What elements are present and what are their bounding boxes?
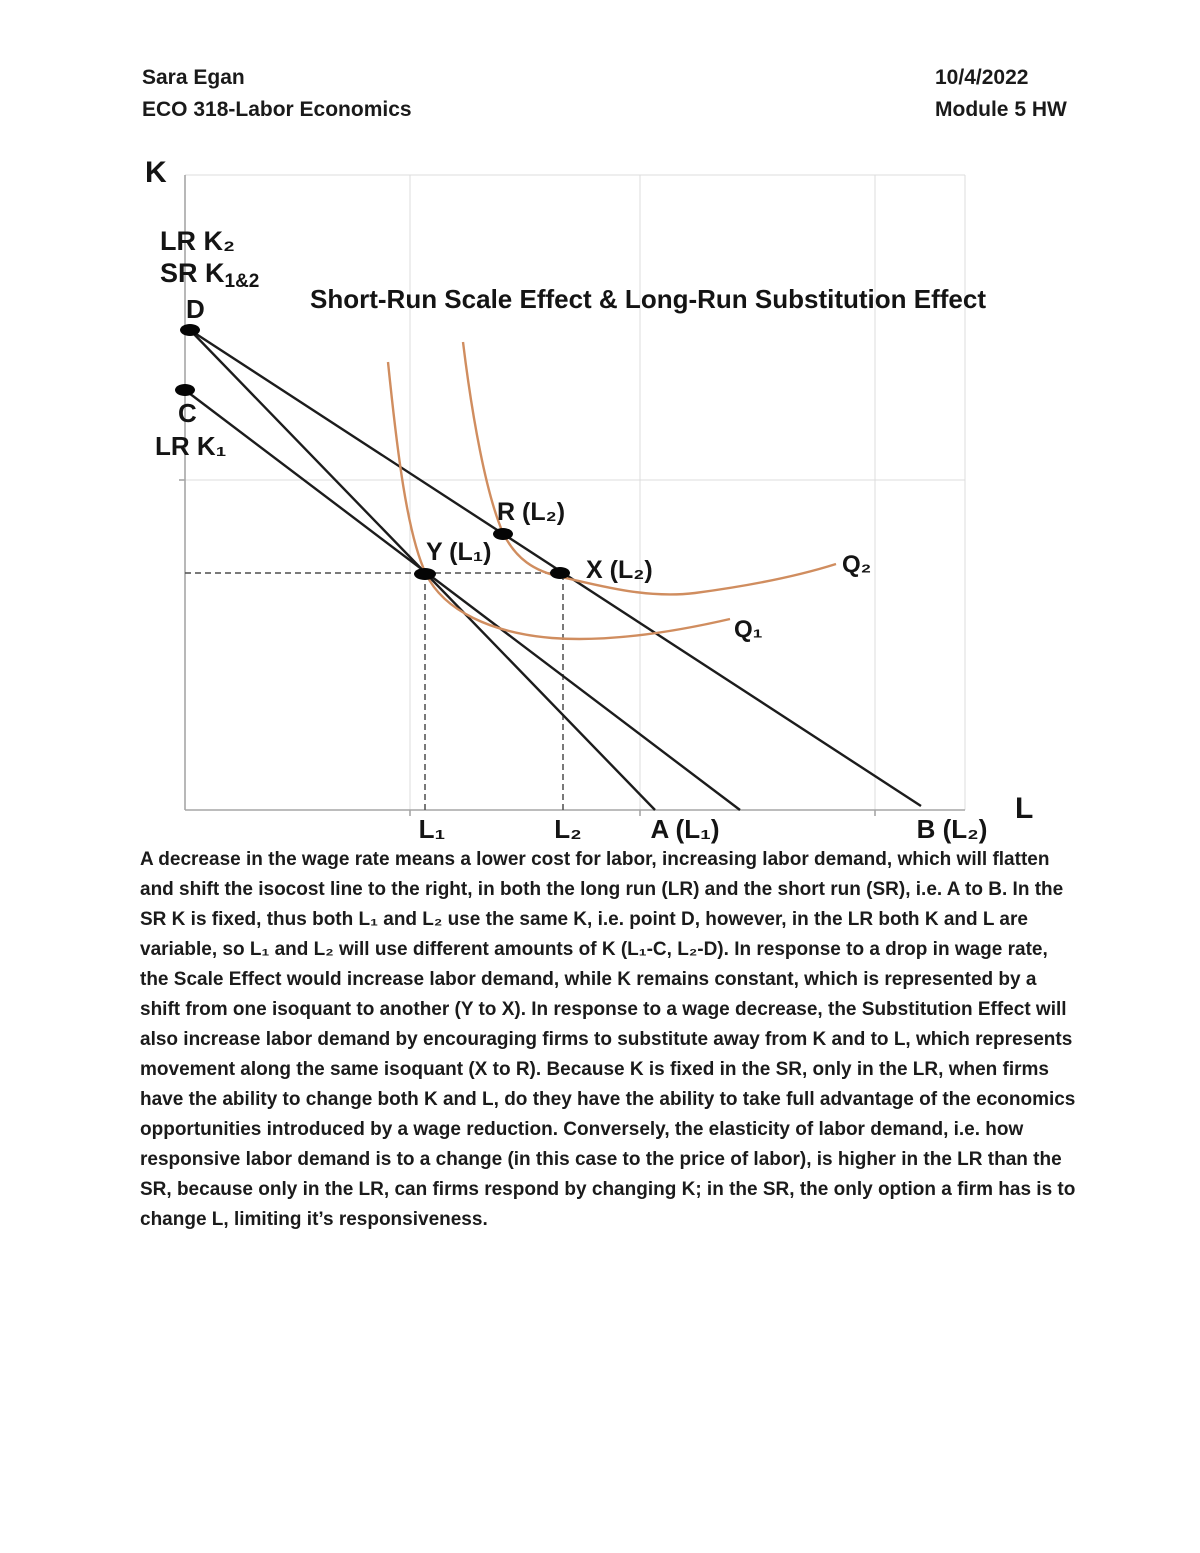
label-sr-k12: SR K1&2 xyxy=(160,258,259,292)
course-name: ECO 318-Labor Economics xyxy=(142,98,412,121)
chart-title: Short-Run Scale Effect & Long-Run Substi… xyxy=(310,284,986,314)
point-r xyxy=(493,528,513,540)
assignment-name: Module 5 HW xyxy=(935,98,1067,121)
diagram-svg: K L LR K₂ SR K1&2 D C LR K₁ Short-Run Sc… xyxy=(145,156,1033,844)
label-sr-k-sub: 1&2 xyxy=(225,271,260,292)
dashed-guides xyxy=(185,572,564,810)
axis-label-l1: L₁ xyxy=(419,814,446,844)
isoquant-q1-curve xyxy=(386,361,731,641)
axis-label-l2: L₂ xyxy=(554,814,581,844)
label-point-y: Y (L₁) xyxy=(426,538,491,566)
point-y xyxy=(414,568,436,580)
isocost-line-c-through-y xyxy=(184,389,741,811)
student-name: Sara Egan xyxy=(142,66,245,89)
label-lr-k2: LR K₂ xyxy=(160,226,235,256)
axis-label-b-l2: B (L₂) xyxy=(917,814,988,844)
label-isoquant-q1: Q₁ xyxy=(734,616,763,643)
label-point-r: R (L₂) xyxy=(497,498,565,526)
point-d xyxy=(180,324,200,336)
label-lr-k1: LR K₁ xyxy=(155,431,226,461)
label-point-c: C xyxy=(178,398,197,428)
header-left: Sara Egan ECO 318-Labor Economics xyxy=(142,62,412,126)
explanation-paragraph: A decrease in the wage rate means a lowe… xyxy=(140,849,1076,1230)
label-point-x: X (L₂) xyxy=(586,556,653,584)
gridlines xyxy=(185,174,966,810)
diagram-points xyxy=(175,324,570,580)
label-isoquant-q2: Q₂ xyxy=(842,551,871,578)
y-axis-label: K xyxy=(145,156,167,189)
label-point-d: D xyxy=(186,294,205,324)
point-c xyxy=(175,384,195,396)
date: 10/4/2022 xyxy=(935,66,1029,89)
point-x xyxy=(550,567,570,579)
axis-label-a-l1: A (L₁) xyxy=(651,814,720,844)
axes xyxy=(179,175,965,816)
header-right: 10/4/2022 Module 5 HW xyxy=(935,62,1067,126)
x-axis-label: L xyxy=(1015,792,1033,825)
economics-diagram: K L LR K₂ SR K1&2 D C LR K₁ Short-Run Sc… xyxy=(100,150,1100,850)
label-sr-k-base: SR K xyxy=(160,258,225,288)
